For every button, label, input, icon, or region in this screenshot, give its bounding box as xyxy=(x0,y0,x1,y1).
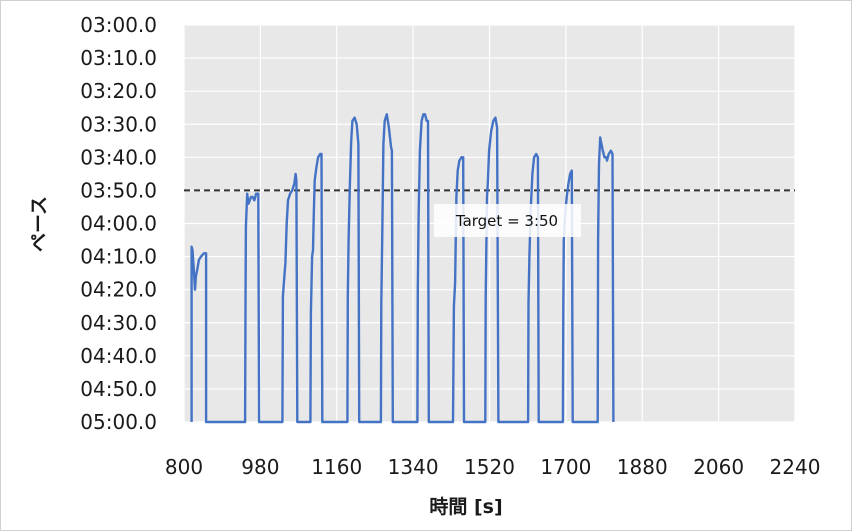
tick-labels: 800 980 1160 1340 1520 1700 1880 2060 2240 03:00.… xyxy=(80,13,820,479)
y-tick-label: 03:40.0 xyxy=(80,145,157,169)
pace-series-line xyxy=(190,113,615,424)
target-label: Target = 3:50 xyxy=(455,212,558,230)
annotation-layer: Target = 3:50 xyxy=(434,204,581,237)
x-axis-title: 時間 [s] xyxy=(429,496,502,518)
y-tick-label: 03:50.0 xyxy=(80,178,157,202)
y-axis-title: ペース xyxy=(28,196,50,252)
y-tick-label: 04:40.0 xyxy=(80,344,157,368)
y-tick-label: 04:10.0 xyxy=(80,245,157,269)
y-tick-label: 03:20.0 xyxy=(80,79,157,103)
x-tick-label: 980 xyxy=(241,455,279,479)
y-tick-label: 04:20.0 xyxy=(80,278,157,302)
x-tick-label: 1880 xyxy=(617,455,668,479)
x-tick-label: 1160 xyxy=(311,455,362,479)
x-tick-label: 1520 xyxy=(464,455,515,479)
y-tick-label: 05:00.0 xyxy=(80,410,157,434)
x-tick-label: 2060 xyxy=(693,455,744,479)
y-tick-label: 04:30.0 xyxy=(80,311,157,335)
y-tick-label: 03:30.0 xyxy=(80,112,157,136)
x-tick-label: 800 xyxy=(165,455,203,479)
y-tick-label: 04:00.0 xyxy=(80,212,157,236)
x-tick-label: 1700 xyxy=(540,455,591,479)
y-tick-label: 03:00.0 xyxy=(80,13,157,37)
series-layer xyxy=(190,113,615,424)
y-tick-label: 04:50.0 xyxy=(80,377,157,401)
target-label-box xyxy=(434,204,581,237)
y-tick-label: 03:10.0 xyxy=(80,46,157,70)
x-tick-label: 1340 xyxy=(388,455,439,479)
x-tick-label: 2240 xyxy=(770,455,821,479)
